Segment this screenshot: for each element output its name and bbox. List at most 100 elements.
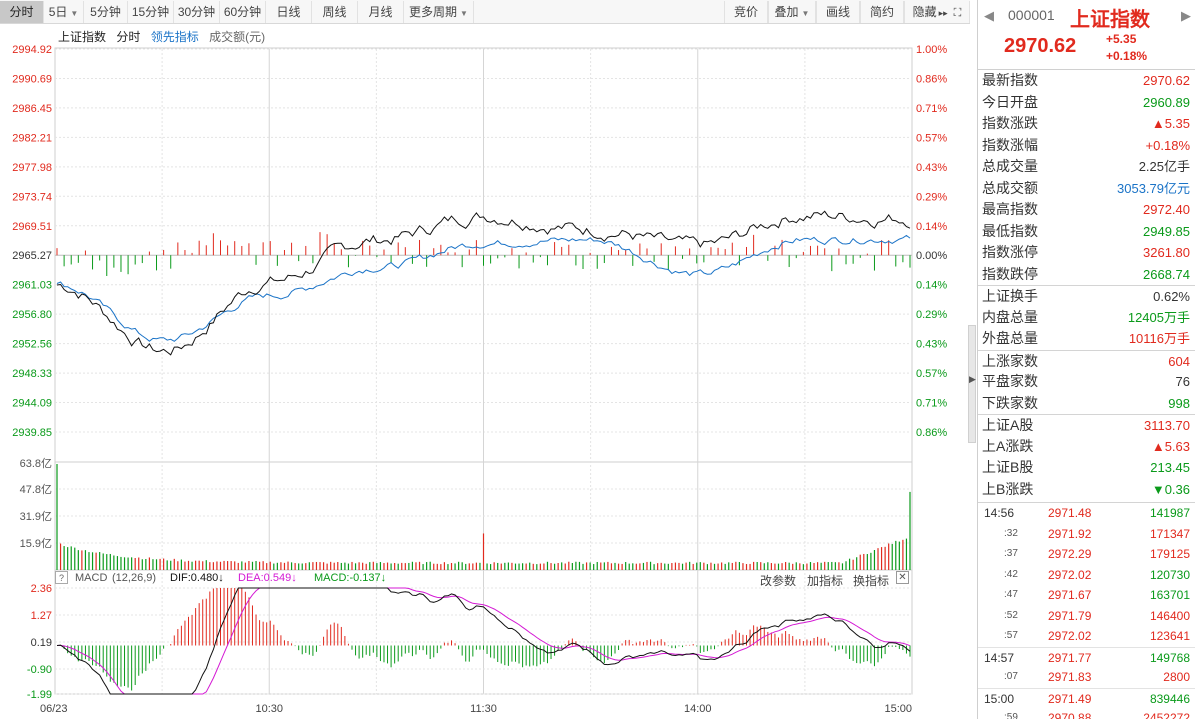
auction-button[interactable]: 竞价: [724, 1, 768, 23]
tab-15min[interactable]: 15分钟: [128, 1, 174, 23]
legend-lead[interactable]: 领先指标: [150, 30, 199, 44]
panel-collapse-handle[interactable]: ▶: [968, 325, 976, 443]
pct-tick-label: 0.71%: [916, 398, 947, 410]
quote-row-label: 指数涨幅: [982, 136, 1038, 153]
switch-indicator-button[interactable]: 换指标: [853, 574, 890, 588]
next-arrow-icon[interactable]: ▶: [1181, 8, 1191, 23]
tick-price: 2971.48: [1048, 506, 1092, 520]
tab-5day-label: 5日: [48, 5, 68, 19]
pct-tick-label: 0.14%: [916, 280, 947, 292]
tab-60min[interactable]: 60分钟: [220, 1, 266, 23]
quote-row-value: +0.18%: [1145, 137, 1190, 153]
tick-volume: 171347: [1149, 526, 1190, 541]
price-tick-label: 2948.33: [12, 368, 52, 380]
price-tick-label: 2961.03: [12, 280, 52, 292]
tab-intraday-label: 分时: [9, 5, 34, 19]
tick-list[interactable]: 14:56 2971.48 141987:32 2971.92 171347:37 297…: [978, 502, 1195, 719]
draw-line-button-label: 画线: [825, 5, 850, 19]
tick-row: :07 2971.83 2800: [978, 667, 1195, 688]
quote-row-label: 最高指数: [982, 201, 1038, 217]
quote-row-value: 10116万手: [1128, 331, 1190, 346]
tab-weekly[interactable]: 周线: [312, 1, 358, 23]
dea-line: [57, 587, 911, 695]
tick-row: :37 2972.29 179125: [978, 544, 1195, 565]
quote-row-value: 998: [1168, 395, 1190, 411]
tab-30min-label: 30分钟: [177, 5, 216, 19]
macd-value: MACD:-0.137↓: [314, 572, 387, 584]
close-icon[interactable]: ✕: [896, 571, 909, 584]
quote-row: 上证换手 0.62%: [978, 285, 1195, 307]
quote-rows: 最新指数 2970.62 今日开盘 2960.89 指数涨跌 ▲5.35 指数涨幅 +0.18…: [978, 70, 1195, 500]
simple-button[interactable]: 简约: [860, 1, 904, 23]
prev-arrow-icon[interactable]: ◀: [984, 8, 994, 23]
tab-5min-label: 5分钟: [90, 5, 121, 19]
pct-tick-label: 0.86%: [916, 73, 947, 85]
hide-button[interactable]: 隐藏 ▸▸ ⛶: [904, 1, 970, 23]
tab-daily[interactable]: 日线: [266, 1, 312, 23]
volume-tick-label: 31.9亿: [20, 510, 52, 523]
tab-5min[interactable]: 5分钟: [84, 1, 128, 23]
macd-title[interactable]: MACD: [75, 572, 108, 584]
pct-tick-label: 0.29%: [916, 191, 947, 203]
tick-time: 14:56: [984, 506, 1015, 520]
macd-dea: DEA:0.549↓: [238, 572, 297, 584]
time-tick-label: 15:00: [884, 703, 912, 715]
draw-line-button[interactable]: 画线: [816, 1, 860, 23]
quote-row: 外盘总量 10116万手: [978, 328, 1195, 350]
tick-time: :07: [1004, 671, 1018, 682]
macd-tick-label: 2.36: [31, 583, 52, 595]
time-tick-label: 10:30: [255, 703, 283, 715]
fullscreen-icon[interactable]: ⛶: [953, 7, 962, 19]
price-tick-label: 2956.80: [12, 309, 52, 321]
pct-tick-label: 0.29%: [916, 309, 947, 321]
intraday-chart[interactable]: 2994.92 1.00% 2990.69 0.86% 2986.45 0.71% 2982…: [0, 24, 970, 719]
tick-time: :42: [1004, 568, 1018, 580]
tick-price: 2971.49: [1048, 691, 1092, 706]
quote-header: ◀ 000001 上证指数 ▶ 2970.62 +5.35 +0.18%: [978, 0, 1195, 70]
quote-row-value: 2970.62: [1143, 73, 1190, 88]
tab-30min[interactable]: 30分钟: [174, 1, 220, 23]
tab-more-periods[interactable]: 更多周期 ▼: [404, 1, 474, 23]
tab-more-periods-label: 更多周期: [409, 5, 458, 19]
macd-tick-label: -0.90: [27, 664, 52, 676]
change-params-button[interactable]: 改参数: [760, 574, 797, 588]
tick-time: 14:57: [984, 650, 1015, 665]
quote-row-value: 0.62%: [1153, 289, 1190, 304]
macd-tick-label: 0.19: [31, 637, 52, 649]
quote-row-value: 3261.80: [1143, 245, 1190, 260]
price-tick-label: 2982.21: [12, 132, 52, 144]
macd-tick-label: -1.99: [27, 689, 52, 701]
quote-row-value: 3113.70: [1143, 418, 1190, 433]
tick-price: 2972.02: [1048, 629, 1092, 643]
price-tick-label: 2969.51: [12, 221, 52, 233]
lead-indicator-line: [56, 234, 911, 342]
tab-monthly[interactable]: 月线: [358, 1, 404, 23]
quote-row-label: 下跌家数: [982, 394, 1038, 411]
tab-5day[interactable]: 5日 ▼: [44, 1, 84, 23]
quote-row: 上B涨跌 ▼0.36: [978, 479, 1195, 501]
tick-volume: 123641: [1149, 629, 1190, 643]
index-price-line: [56, 210, 911, 356]
pct-tick-label: 1.00%: [916, 44, 947, 56]
quote-row: 指数涨停 3261.80: [978, 242, 1195, 264]
tick-row: :59 2970.88 2452272: [978, 708, 1195, 719]
tick-price: 2972.29: [1048, 547, 1092, 561]
tab-weekly-label: 周线: [322, 5, 347, 19]
overlay-button[interactable]: 叠加 ▼: [768, 1, 816, 23]
volume-tick-label: 15.9亿: [20, 537, 52, 550]
tick-volume: 179125: [1149, 547, 1190, 561]
price-tick-label: 2973.74: [12, 191, 52, 203]
tick-price: 2972.02: [1048, 567, 1092, 582]
price-tick-label: 2994.92: [12, 44, 52, 56]
add-indicator-button[interactable]: 加指标: [807, 574, 844, 588]
help-icon[interactable]: ?: [55, 571, 68, 584]
tick-volume: 146400: [1149, 608, 1190, 623]
quote-row: 总成交额 3053.79亿元: [978, 178, 1195, 200]
tick-time: :52: [1004, 609, 1018, 621]
tick-price: 2971.77: [1048, 650, 1092, 665]
volume-tick-label: 47.8亿: [20, 483, 52, 496]
tab-intraday[interactable]: 分时: [0, 1, 44, 23]
quote-row-value: ▼0.36: [1151, 481, 1190, 497]
caret-down-icon: ▼: [460, 9, 468, 18]
